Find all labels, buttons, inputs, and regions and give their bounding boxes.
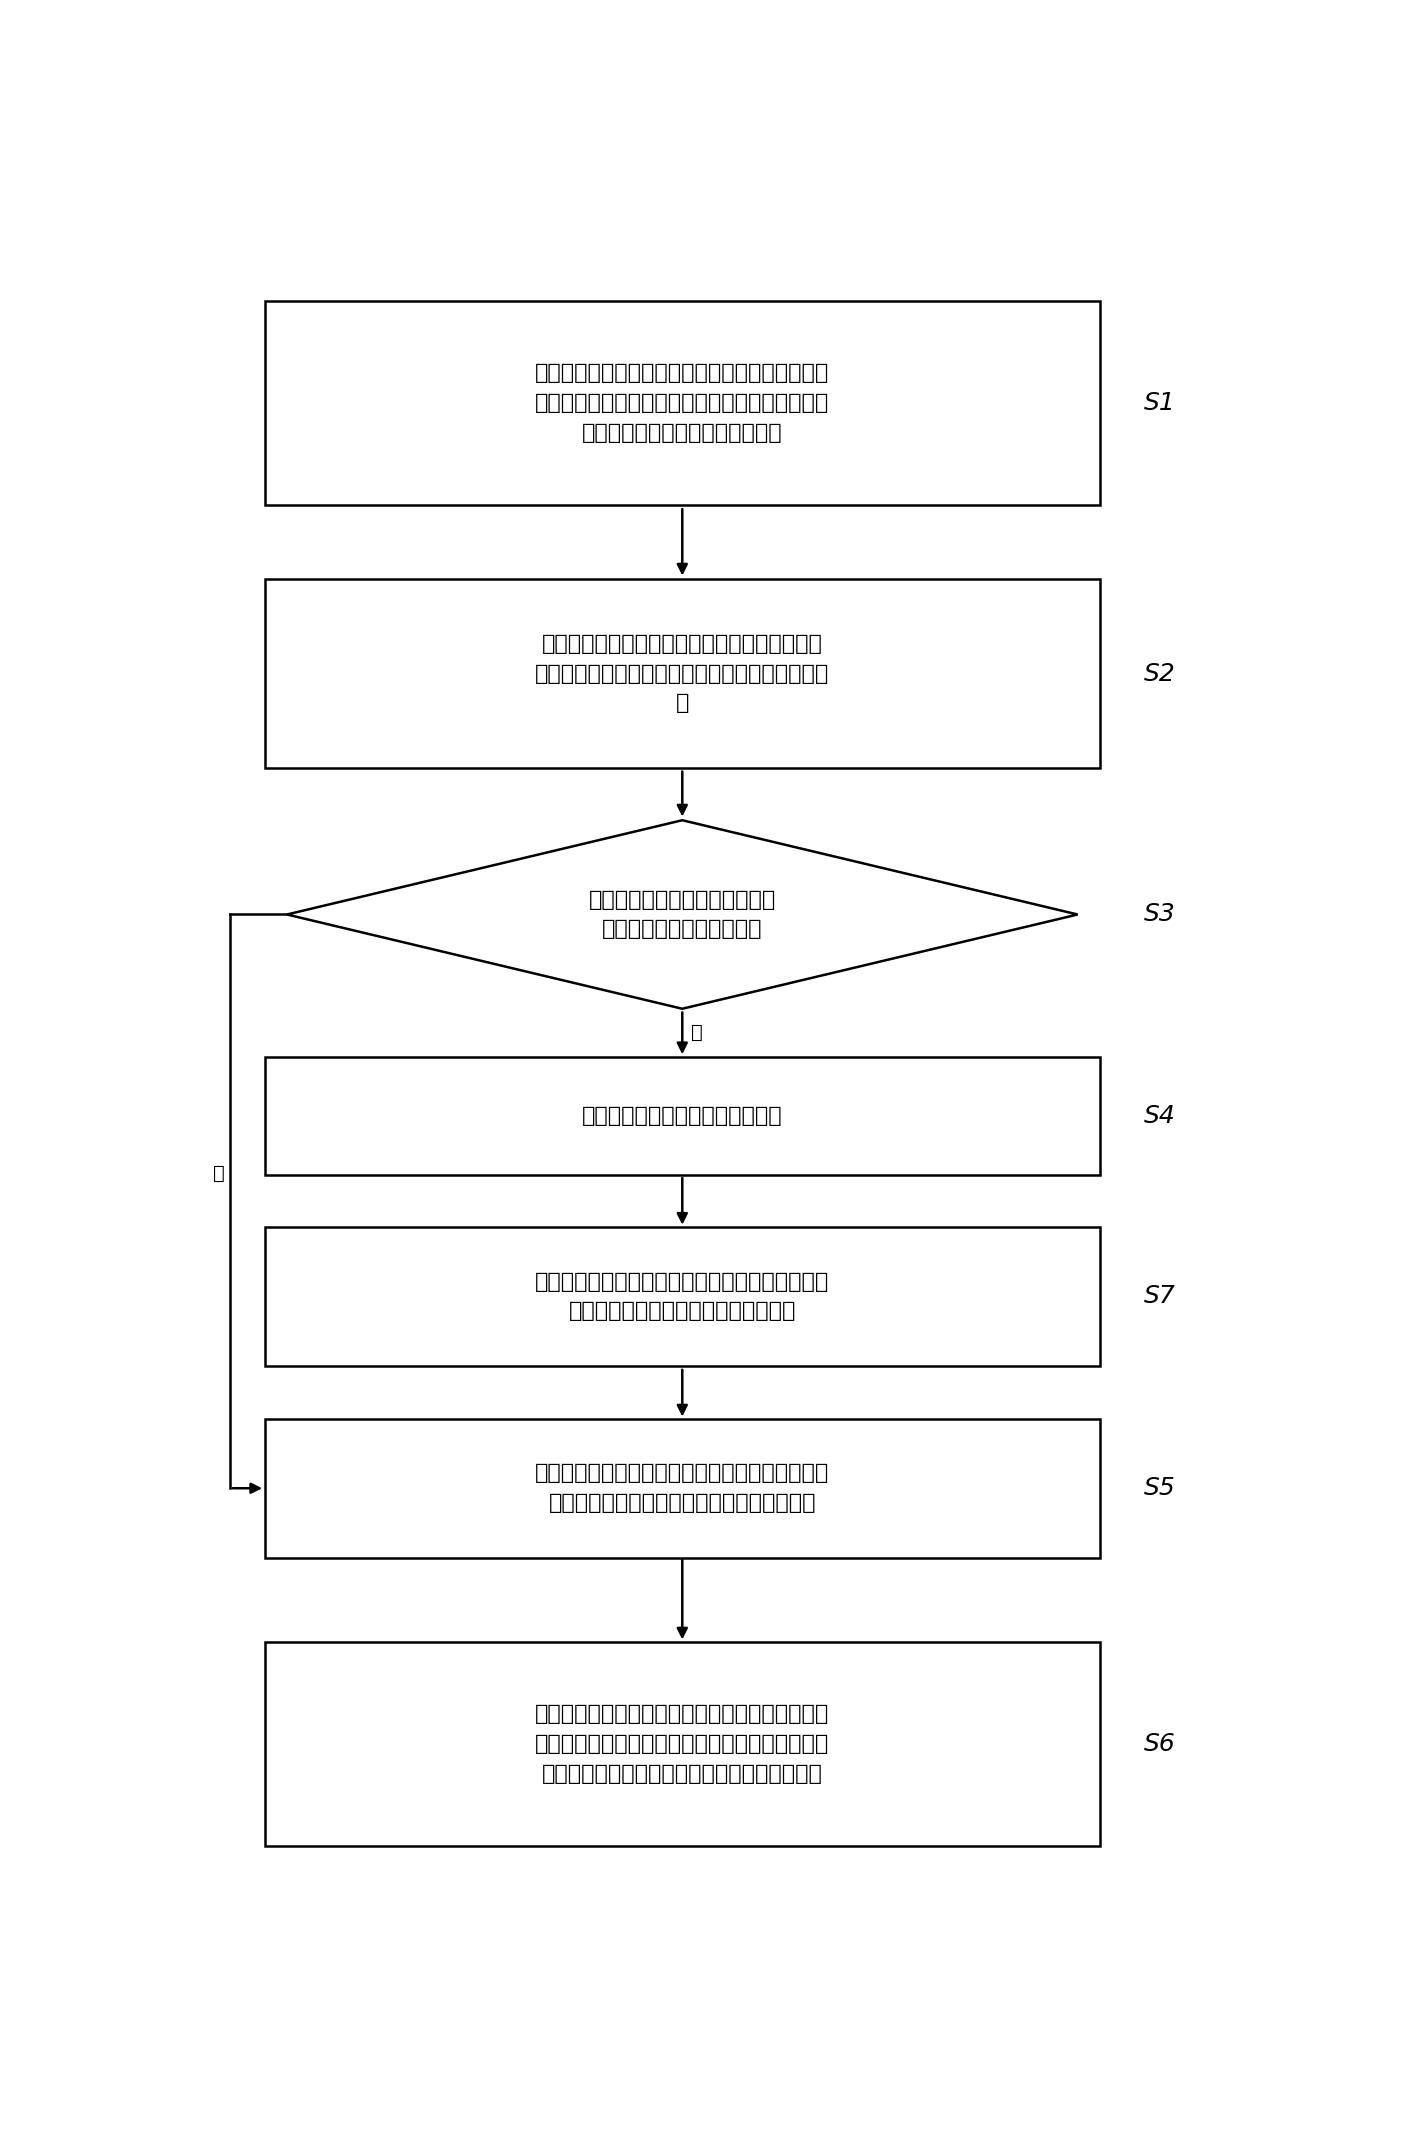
Text: S6: S6 bbox=[1144, 1733, 1176, 1756]
FancyBboxPatch shape bbox=[265, 1226, 1100, 1367]
Text: 当接收用户的挂号科室推荐请求及初始问诊对话
时，提取所述初始问诊对话中的症状，得到问诊症
状: 当接收用户的挂号科室推荐请求及初始问诊对话 时，提取所述初始问诊对话中的症状，得… bbox=[536, 634, 829, 713]
Text: S4: S4 bbox=[1144, 1105, 1176, 1128]
FancyBboxPatch shape bbox=[265, 300, 1100, 505]
Text: 根据连接的疾病节点确定问诊结果: 根据连接的疾病节点确定问诊结果 bbox=[582, 1107, 782, 1126]
Text: S2: S2 bbox=[1144, 662, 1176, 686]
Text: 获取问诊对话文本集，提取所述对话文本集中每个
对话文本中疾病及症状，并将提取的疾病与症状作
为节点进行连接，得到诊断知识图: 获取问诊对话文本集，提取所述对话文本集中每个 对话文本中疾病及症状，并将提取的疾… bbox=[536, 364, 829, 443]
Text: 判断所述诊断知识图中所述问诊
症状是否有连接的疾病节点: 判断所述诊断知识图中所述问诊 症状是否有连接的疾病节点 bbox=[588, 890, 777, 939]
Text: 根据所述问诊结果对预设的所有所述科室进行筛选
，并将筛选结果发送至预设的终端设备: 根据所述问诊结果对预设的所有所述科室进行筛选 ，并将筛选结果发送至预设的终端设备 bbox=[536, 1271, 829, 1322]
Text: 对所述诊断知识图中所述问诊症状预设连接范围内
的症状节点进行多跳推理筛选，得到目标节点: 对所述诊断知识图中所述问诊症状预设连接范围内 的症状节点进行多跳推理筛选，得到目… bbox=[536, 1463, 829, 1514]
Text: 基于所述目标节点对应的症状对所述初始问诊对话
进行对话生成更新，得到更新后的初始问诊对话，
并返回所述提取所述初始问诊对话中的症状步骤: 基于所述目标节点对应的症状对所述初始问诊对话 进行对话生成更新，得到更新后的初始… bbox=[536, 1705, 829, 1784]
FancyBboxPatch shape bbox=[265, 1641, 1100, 1846]
Text: 否: 否 bbox=[213, 1165, 225, 1184]
FancyBboxPatch shape bbox=[265, 579, 1100, 769]
FancyBboxPatch shape bbox=[265, 1058, 1100, 1175]
Text: 是: 是 bbox=[691, 1024, 703, 1041]
Text: S5: S5 bbox=[1144, 1475, 1176, 1501]
Text: S1: S1 bbox=[1144, 392, 1176, 415]
FancyBboxPatch shape bbox=[265, 1418, 1100, 1558]
Text: S3: S3 bbox=[1144, 903, 1176, 926]
Polygon shape bbox=[288, 820, 1078, 1009]
Text: S7: S7 bbox=[1144, 1284, 1176, 1309]
